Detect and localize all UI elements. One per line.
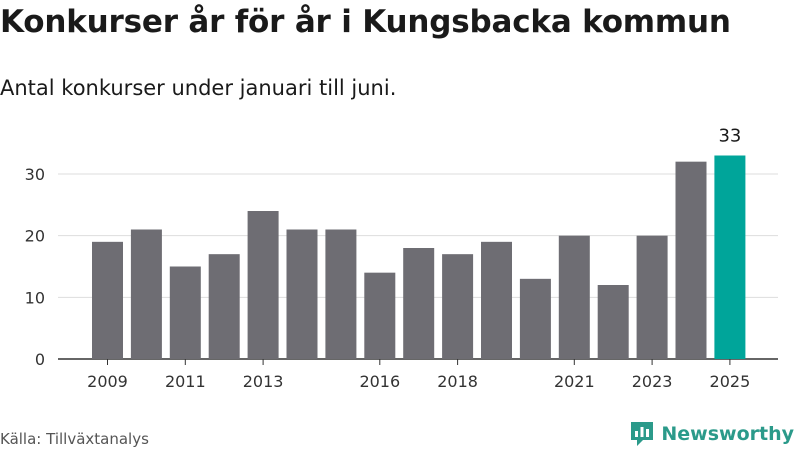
- brand-logo: Newsworthy: [629, 420, 794, 448]
- x-tick-label: 2013: [243, 372, 284, 391]
- bar-2010: [130, 229, 162, 359]
- data-label: 33: [718, 126, 741, 147]
- brand-name: Newsworthy: [661, 423, 794, 445]
- source-note: Källa: Tillväxtanalys: [0, 430, 149, 448]
- bar-2025: [714, 155, 746, 359]
- x-tick-label: 2023: [632, 372, 673, 391]
- x-tick-label: 2011: [165, 372, 206, 391]
- chart-subtitle: Antal konkurser under januari till juni.: [0, 76, 397, 100]
- bar-2022: [597, 285, 629, 359]
- bar-2014: [286, 229, 318, 359]
- bar-2020: [519, 278, 551, 359]
- bar-2012: [208, 254, 240, 359]
- bar-2013: [247, 211, 279, 359]
- x-tick-label: 2018: [437, 372, 478, 391]
- bar-2021: [558, 235, 590, 359]
- x-tick-label: 2021: [554, 372, 595, 391]
- bar-2018: [442, 254, 474, 359]
- y-tick-label: 20: [25, 227, 45, 246]
- x-tick-label: 2009: [87, 372, 128, 391]
- chart-title: Konkurser år för år i Kungsbacka kommun: [0, 4, 731, 40]
- y-tick-label: 0: [35, 350, 45, 369]
- y-tick-label: 30: [25, 165, 45, 184]
- bar-2015: [325, 229, 357, 359]
- bar-2011: [169, 266, 201, 359]
- bar-2019: [481, 241, 512, 359]
- bar-2017: [403, 248, 435, 359]
- bar-2024: [675, 161, 707, 359]
- x-tick-label: 2016: [359, 372, 400, 391]
- bar-chart-speech-bubble-icon: [631, 422, 654, 446]
- bar-2016: [364, 272, 396, 359]
- y-tick-label: 10: [25, 288, 45, 307]
- bar-2009: [92, 241, 123, 359]
- x-tick-label: 2025: [710, 372, 751, 391]
- bar-2023: [636, 235, 668, 359]
